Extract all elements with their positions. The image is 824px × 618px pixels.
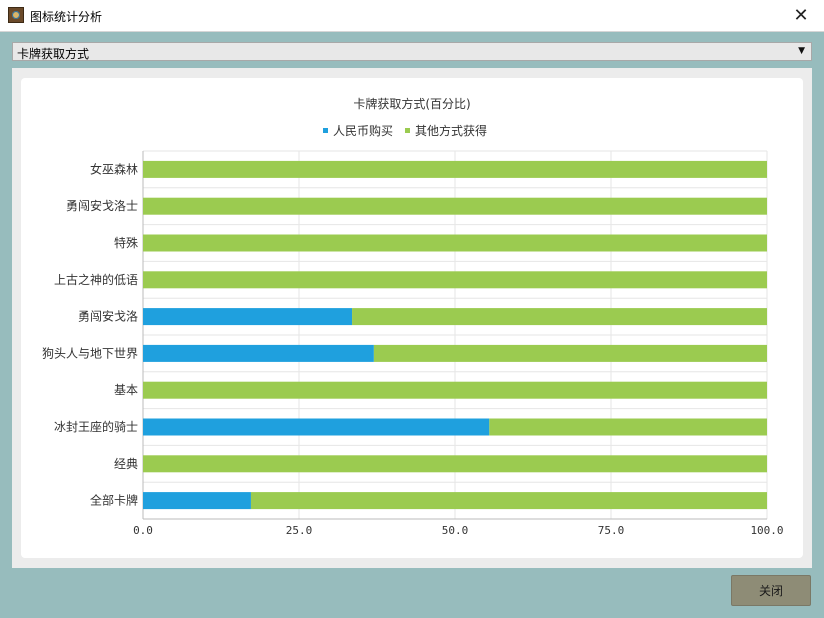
bar-0-9 bbox=[143, 492, 251, 510]
x-tick-label-0: 0.0 bbox=[133, 524, 153, 537]
bar-1-5 bbox=[373, 344, 767, 362]
bar-1-0 bbox=[143, 160, 767, 178]
category-label-4: 勇闯安戈洛 bbox=[78, 309, 138, 324]
x-tick-label-1: 25.0 bbox=[286, 524, 313, 537]
bar-1-4 bbox=[352, 308, 767, 326]
dropdown-value: 卡牌获取方式 bbox=[17, 47, 90, 61]
bar-0-7 bbox=[143, 418, 490, 436]
close-icon[interactable]: ✕ bbox=[793, 5, 809, 26]
stacked-bar-chart: 卡牌获取方式(百分比) 人民币购买 其他方式获得 0.0 25.0 50.0 75.0 100… bbox=[42, 96, 784, 537]
category-label-6: 基本 bbox=[114, 383, 138, 397]
bar-1-7 bbox=[489, 418, 767, 436]
category-label-0: 女巫森林 bbox=[90, 161, 138, 176]
window-title: 图标统计分析 bbox=[30, 10, 103, 24]
title-bar: 图标统计分析 ✕ bbox=[0, 0, 824, 32]
chart-type-dropdown[interactable]: 卡牌获取方式 ▼ bbox=[12, 42, 812, 61]
x-tick-label-2: 50.0 bbox=[442, 524, 469, 537]
category-label-1: 勇闯安戈洛士 bbox=[66, 198, 138, 213]
legend-swatch-0 bbox=[323, 128, 328, 133]
card-deck-icon bbox=[8, 7, 24, 23]
category-label-2: 特殊 bbox=[114, 235, 138, 250]
bar-1-1 bbox=[143, 197, 767, 215]
chart-card: 卡牌获取方式(百分比) 人民币购买 其他方式获得 0.0 25.0 50.0 75.0 100… bbox=[21, 78, 803, 558]
x-tick-label-3: 75.0 bbox=[598, 524, 625, 537]
legend-label-1: 其他方式获得 bbox=[415, 123, 487, 138]
category-label-3: 上古之神的低语 bbox=[54, 272, 138, 287]
close-button[interactable]: 关闭 bbox=[731, 575, 811, 606]
category-label-7: 冰封王座的骑士 bbox=[54, 419, 138, 434]
bar-1-2 bbox=[143, 234, 767, 252]
bar-0-5 bbox=[143, 344, 374, 362]
bar-1-9 bbox=[250, 492, 767, 510]
chart-title: 卡牌获取方式(百分比) bbox=[353, 96, 470, 111]
category-label-8: 经典 bbox=[114, 457, 138, 471]
bar-0-4 bbox=[143, 308, 353, 326]
bar-1-6 bbox=[143, 381, 767, 399]
legend-swatch-1 bbox=[405, 128, 410, 133]
bar-1-3 bbox=[143, 271, 767, 289]
legend-label-0: 人民币购买 bbox=[333, 123, 393, 138]
bar-1-8 bbox=[143, 455, 767, 473]
chevron-down-icon[interactable]: ▼ bbox=[798, 46, 805, 56]
x-tick-label-4: 100.0 bbox=[750, 524, 783, 537]
category-label-5: 狗头人与地下世界 bbox=[42, 346, 138, 360]
category-label-9: 全部卡牌 bbox=[90, 493, 138, 508]
